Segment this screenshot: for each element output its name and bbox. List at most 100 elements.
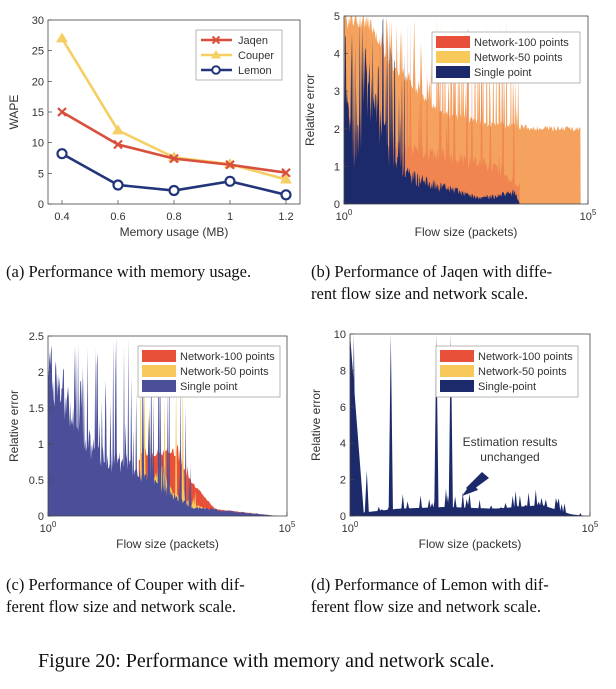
caption-d: (d) Performance of Lemon with dif-ferent… bbox=[311, 574, 549, 618]
area-single-point bbox=[350, 489, 586, 516]
plot-frame bbox=[47, 335, 288, 517]
x-tick-label: 100 bbox=[336, 208, 353, 223]
annotation-line1: Estimation results bbox=[463, 435, 558, 449]
series-line-jaqen bbox=[61, 110, 287, 175]
couper-marker bbox=[112, 124, 124, 135]
chart-d: 0 2 4 6 8 10 100 105 Flow size (packets) Relative… bbox=[309, 329, 599, 551]
x-tick-label: 1.2 bbox=[278, 211, 293, 223]
caption-b-line1: (b) Performance of Jaqen with diffe- bbox=[311, 262, 553, 281]
legend-label: Single point bbox=[474, 67, 532, 79]
annotation-line2: unchanged bbox=[480, 450, 539, 464]
y-tick-label: 4 bbox=[334, 49, 340, 61]
lemon-marker bbox=[280, 189, 292, 201]
caption-c-line1: (c) Performance of Couper with dif- bbox=[6, 575, 245, 594]
error-spike bbox=[443, 488, 449, 516]
x-tick-label: 100 bbox=[342, 520, 359, 535]
legend-label: Network-50 points bbox=[474, 52, 563, 64]
annotation-arrow-head bbox=[462, 482, 478, 496]
jaqen-marker bbox=[169, 153, 179, 164]
error-spike bbox=[364, 470, 369, 516]
couper-marker bbox=[56, 32, 68, 43]
legend-swatch bbox=[440, 350, 474, 362]
legend-swatch bbox=[440, 365, 474, 377]
plot-frame bbox=[343, 15, 589, 205]
x-tick-label: 105 bbox=[582, 520, 599, 535]
area-single-point bbox=[48, 337, 278, 516]
caption-b-line2: rent flow size and network scale. bbox=[311, 284, 529, 303]
area-single-point bbox=[344, 16, 520, 204]
plot-frame bbox=[349, 333, 591, 517]
caption-a: (a) Performance with memory usage. bbox=[6, 261, 251, 283]
x-axis-label: Flow size (packets) bbox=[415, 225, 518, 239]
lemon-marker bbox=[224, 175, 236, 187]
y-tick-label: 8 bbox=[340, 365, 346, 377]
y-tick-label: 2.5 bbox=[29, 331, 44, 343]
legend-label: Network-100 points bbox=[478, 351, 573, 363]
legend-label: Network-50 points bbox=[180, 366, 269, 378]
caption-c-line2: ferent flow size and network scale. bbox=[6, 597, 236, 616]
y-axis-label: Relative error bbox=[7, 390, 21, 462]
jaqen-marker bbox=[113, 139, 123, 150]
legend-marker bbox=[211, 65, 221, 75]
chart-a: 0 5 10 15 20 25 30 Memory usage (MB) WAPE 0.4 0.6 0… bbox=[7, 15, 301, 239]
y-tick-label: 5 bbox=[38, 168, 44, 180]
x-tick-label: 100 bbox=[40, 520, 57, 535]
x-tick-label: 0.4 bbox=[54, 211, 69, 223]
y-tick-label: 1.5 bbox=[29, 403, 44, 415]
y-tick-label: 1 bbox=[334, 161, 340, 173]
caption-c: (c) Performance of Couper with dif-feren… bbox=[6, 574, 245, 618]
x-tick-label: 0.8 bbox=[166, 211, 181, 223]
legend-label: Network-50 points bbox=[478, 366, 567, 378]
y-tick-label: 2 bbox=[334, 124, 340, 136]
x-tick-label: 1 bbox=[227, 211, 233, 223]
error-spike bbox=[388, 334, 393, 516]
legend-label: Jaqen bbox=[238, 35, 268, 47]
y-tick-label: 2 bbox=[340, 475, 346, 487]
legend-swatch bbox=[142, 365, 176, 377]
jaqen-marker bbox=[57, 107, 67, 117]
legend-marker bbox=[211, 35, 221, 45]
y-tick-label: 20 bbox=[32, 76, 44, 88]
chart-c: 0 0.5 1 1.5 2 2.5 100 105 Flow size (packets) Rel… bbox=[7, 331, 296, 551]
y-tick-label: 0 bbox=[38, 511, 44, 523]
legend-swatch bbox=[142, 380, 176, 392]
y-tick-label: 6 bbox=[340, 402, 346, 414]
y-tick-label: 0 bbox=[340, 511, 346, 523]
x-tick-label: 105 bbox=[580, 208, 597, 223]
y-tick-label: 30 bbox=[32, 15, 44, 27]
figure-caption: Figure 20: Performance with memory and n… bbox=[38, 650, 495, 672]
legend-label: Network-100 points bbox=[180, 351, 275, 363]
x-tick-label: 105 bbox=[279, 520, 296, 535]
x-axis-label: Memory usage (MB) bbox=[120, 225, 229, 239]
y-tick-label: 10 bbox=[334, 329, 346, 341]
legend-label: Lemon bbox=[238, 65, 272, 77]
y-tick-label: 1 bbox=[38, 439, 44, 451]
chart-b: 0 1 2 3 4 5 100 105 Flow size (packets) Relative … bbox=[303, 11, 597, 239]
legend-label: Single point bbox=[180, 381, 238, 393]
y-axis-label: WAPE bbox=[7, 95, 21, 130]
x-axis-label: Flow size (packets) bbox=[116, 537, 219, 551]
y-tick-label: 0 bbox=[38, 199, 44, 211]
y-tick-label: 15 bbox=[32, 107, 44, 119]
error-spike bbox=[448, 334, 453, 516]
y-tick-label: 25 bbox=[32, 46, 44, 58]
y-axis-label: Relative error bbox=[309, 389, 323, 461]
couper-marker bbox=[280, 173, 292, 184]
area-network-50-points bbox=[344, 16, 581, 204]
x-axis-label: Flow size (packets) bbox=[419, 537, 522, 551]
y-tick-label: 0 bbox=[334, 199, 340, 211]
y-tick-label: 5 bbox=[334, 11, 340, 23]
caption-b: (b) Performance of Jaqen with diffe-rent… bbox=[311, 261, 552, 305]
error-spike bbox=[350, 334, 364, 516]
legend-marker bbox=[211, 50, 221, 59]
caption-a-line1: (a) Performance with memory usage. bbox=[6, 262, 252, 281]
jaqen-marker bbox=[225, 159, 235, 170]
legend-swatch bbox=[440, 380, 474, 392]
lemon-marker bbox=[168, 184, 180, 197]
legend-swatch bbox=[436, 51, 470, 63]
legend-label: Network-100 points bbox=[474, 37, 569, 49]
x-tick-label: 0.6 bbox=[110, 211, 125, 223]
legend-swatch bbox=[436, 36, 470, 48]
caption-d-line2: ferent flow size and network scale. bbox=[311, 597, 541, 616]
